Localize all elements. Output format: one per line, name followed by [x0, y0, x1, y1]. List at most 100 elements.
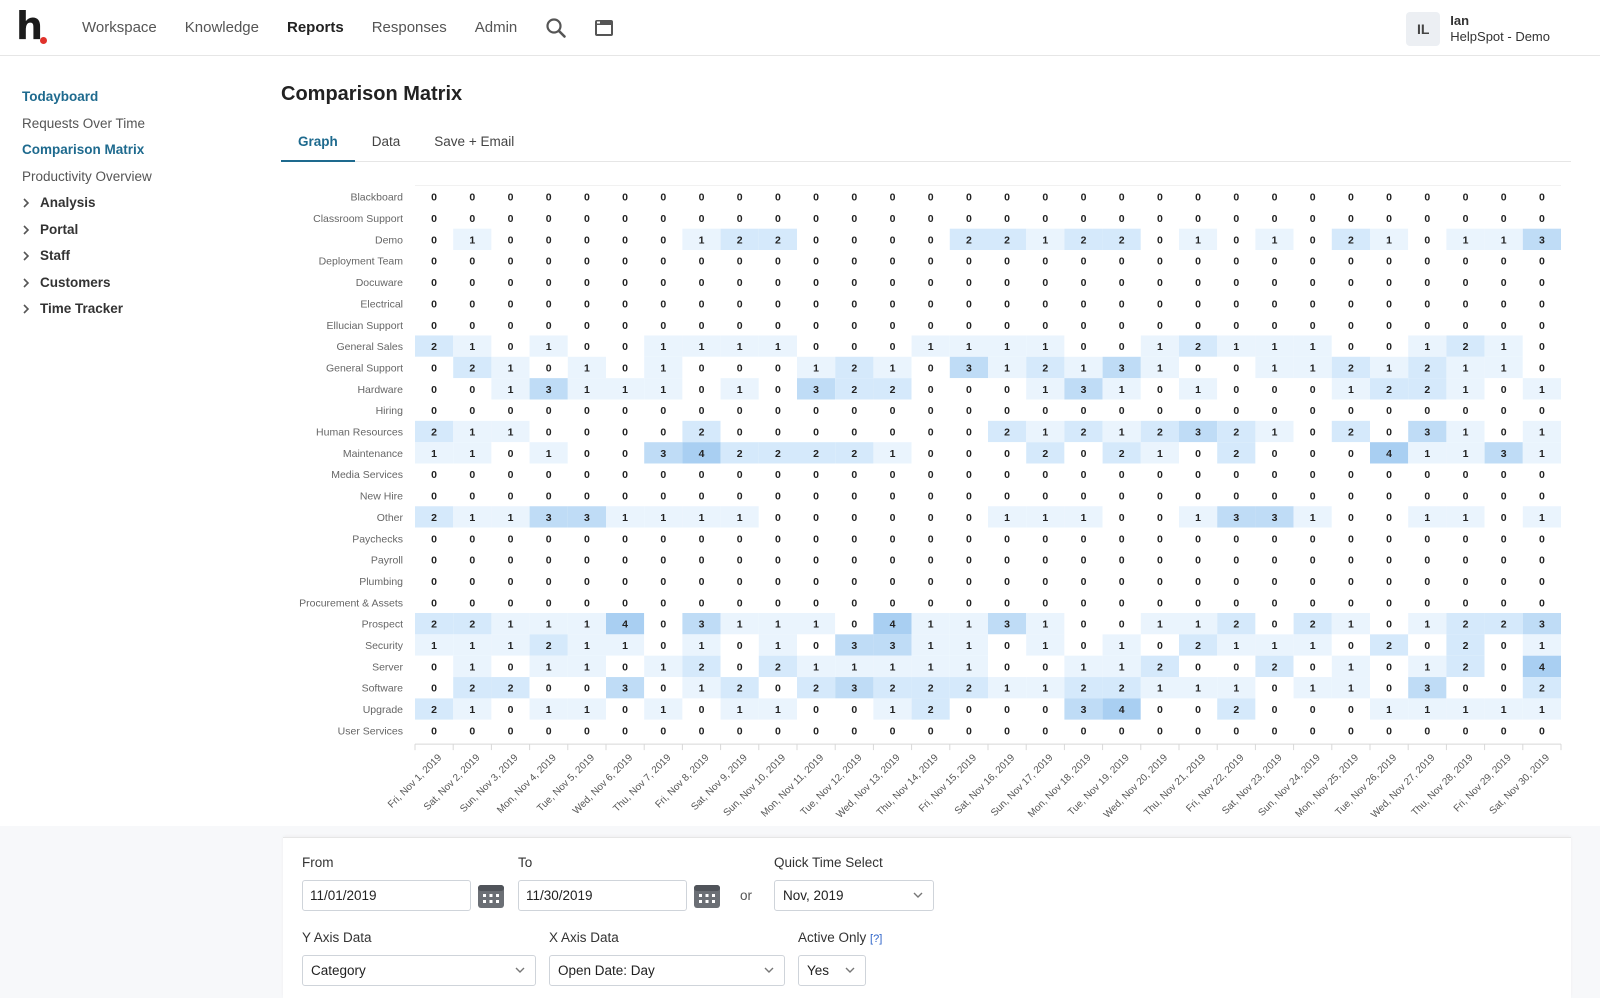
- matrix-cell[interactable]: [1217, 207, 1256, 229]
- matrix-cell[interactable]: [453, 420, 492, 443]
- matrix-cell[interactable]: [797, 677, 836, 699]
- matrix-cell[interactable]: [1255, 570, 1294, 592]
- matrix-cell[interactable]: [988, 655, 1027, 678]
- matrix-cell[interactable]: [1331, 613, 1370, 635]
- matrix-cell[interactable]: [529, 655, 568, 678]
- matrix-cell[interactable]: [1293, 463, 1332, 485]
- matrix-cell[interactable]: [491, 378, 530, 400]
- matrix-cell[interactable]: [988, 420, 1027, 443]
- matrix-cell[interactable]: [1064, 207, 1103, 229]
- matrix-cell[interactable]: [720, 570, 759, 592]
- matrix-cell[interactable]: [1484, 677, 1523, 699]
- matrix-cell[interactable]: [682, 442, 721, 464]
- matrix-cell[interactable]: [873, 591, 912, 613]
- matrix-cell[interactable]: [1255, 271, 1294, 293]
- matrix-cell[interactable]: [491, 591, 530, 613]
- matrix-cell[interactable]: [988, 591, 1027, 613]
- matrix-cell[interactable]: [758, 570, 797, 592]
- tab-save-email[interactable]: Save + Email: [434, 134, 515, 149]
- matrix-cell[interactable]: [835, 570, 874, 592]
- matrix-cell[interactable]: [1370, 613, 1409, 635]
- matrix-cell[interactable]: [529, 677, 568, 699]
- matrix-cell[interactable]: [682, 207, 721, 229]
- matrix-cell[interactable]: [1179, 314, 1218, 336]
- matrix-cell[interactable]: [873, 399, 912, 421]
- matrix-cell[interactable]: [1446, 271, 1485, 293]
- matrix-cell[interactable]: [606, 719, 645, 742]
- matrix-cell[interactable]: [797, 591, 836, 613]
- matrix-cell[interactable]: [873, 484, 912, 507]
- matrix-cell[interactable]: [1140, 378, 1179, 400]
- matrix-cell[interactable]: [567, 250, 606, 272]
- matrix-cell[interactable]: [1370, 527, 1409, 549]
- matrix-cell[interactable]: [1255, 378, 1294, 400]
- matrix-cell[interactable]: [453, 292, 492, 315]
- matrix-cell[interactable]: [949, 506, 988, 528]
- matrix-cell[interactable]: [835, 186, 874, 208]
- matrix-cell[interactable]: [1522, 463, 1561, 485]
- matrix-cell[interactable]: [1255, 250, 1294, 272]
- matrix-cell[interactable]: [1522, 292, 1561, 315]
- matrix-cell[interactable]: [1102, 314, 1141, 336]
- matrix-cell[interactable]: [1484, 591, 1523, 613]
- matrix-cell[interactable]: [1293, 335, 1332, 357]
- matrix-cell[interactable]: [949, 378, 988, 400]
- matrix-cell[interactable]: [1331, 356, 1370, 379]
- matrix-cell[interactable]: [1255, 442, 1294, 464]
- matrix-cell[interactable]: [720, 484, 759, 507]
- matrix-cell[interactable]: [1140, 548, 1179, 571]
- matrix-cell[interactable]: [911, 250, 950, 272]
- matrix-cell[interactable]: [1179, 442, 1218, 464]
- matrix-cell[interactable]: [949, 591, 988, 613]
- matrix-cell[interactable]: [1522, 484, 1561, 507]
- matrix-cell[interactable]: [911, 527, 950, 549]
- matrix-cell[interactable]: [1522, 613, 1561, 635]
- matrix-cell[interactable]: [1331, 314, 1370, 336]
- matrix-cell[interactable]: [720, 378, 759, 400]
- matrix-cell[interactable]: [1064, 655, 1103, 678]
- matrix-cell[interactable]: [1331, 719, 1370, 742]
- matrix-cell[interactable]: [1102, 335, 1141, 357]
- matrix-cell[interactable]: [682, 250, 721, 272]
- matrix-cell[interactable]: [873, 634, 912, 656]
- matrix-cell[interactable]: [835, 634, 874, 656]
- matrix-cell[interactable]: [1064, 314, 1103, 336]
- matrix-cell[interactable]: [644, 356, 683, 379]
- matrix-cell[interactable]: [1408, 527, 1447, 549]
- matrix-cell[interactable]: [1102, 186, 1141, 208]
- help-link[interactable]: [?]: [870, 933, 883, 945]
- matrix-cell[interactable]: [1140, 677, 1179, 699]
- matrix-cell[interactable]: [1217, 634, 1256, 656]
- matrix-cell[interactable]: [873, 698, 912, 720]
- matrix-cell[interactable]: [1064, 378, 1103, 400]
- matrix-cell[interactable]: [1140, 655, 1179, 678]
- matrix-cell[interactable]: [1408, 719, 1447, 742]
- matrix-cell[interactable]: [797, 228, 836, 251]
- matrix-cell[interactable]: [758, 186, 797, 208]
- matrix-cell[interactable]: [1446, 634, 1485, 656]
- matrix-cell[interactable]: [567, 506, 606, 528]
- matrix-cell[interactable]: [1293, 527, 1332, 549]
- matrix-cell[interactable]: [1484, 250, 1523, 272]
- matrix-cell[interactable]: [682, 186, 721, 208]
- matrix-cell[interactable]: [1140, 506, 1179, 528]
- matrix-cell[interactable]: [682, 527, 721, 549]
- matrix-cell[interactable]: [1293, 271, 1332, 293]
- matrix-cell[interactable]: [1064, 484, 1103, 507]
- matrix-cell[interactable]: [1179, 271, 1218, 293]
- matrix-cell[interactable]: [1331, 506, 1370, 528]
- matrix-cell[interactable]: [758, 292, 797, 315]
- matrix-cell[interactable]: [988, 250, 1027, 272]
- matrix-cell[interactable]: [1446, 399, 1485, 421]
- matrix-cell[interactable]: [644, 314, 683, 336]
- matrix-cell[interactable]: [1140, 420, 1179, 443]
- matrix-cell[interactable]: [491, 250, 530, 272]
- matrix-cell[interactable]: [1026, 399, 1065, 421]
- matrix-cell[interactable]: [1255, 613, 1294, 635]
- matrix-cell[interactable]: [949, 527, 988, 549]
- matrix-cell[interactable]: [797, 698, 836, 720]
- matrix-cell[interactable]: [1408, 570, 1447, 592]
- to-date-input[interactable]: 11/30/2019: [518, 880, 687, 911]
- matrix-cell[interactable]: [415, 677, 454, 699]
- matrix-cell[interactable]: [1179, 591, 1218, 613]
